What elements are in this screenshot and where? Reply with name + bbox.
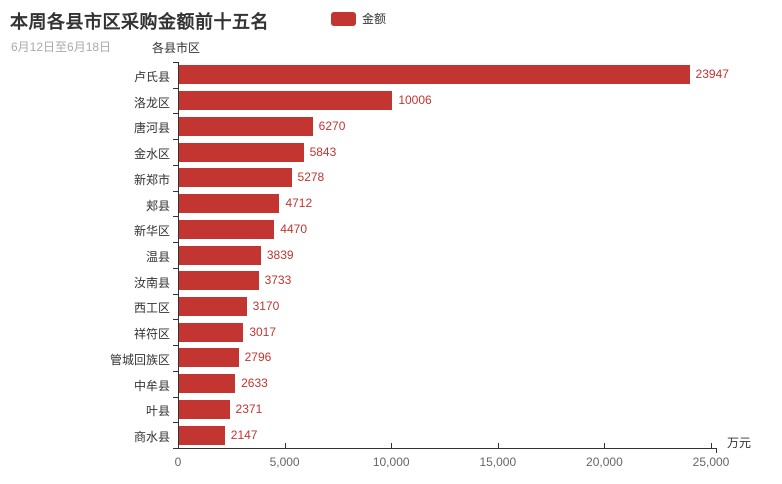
y-axis-tick	[173, 113, 178, 115]
y-axis-label: 西工区	[133, 301, 170, 316]
y-axis-tick	[173, 87, 178, 89]
y-axis-tick	[173, 216, 178, 218]
legend-marker	[331, 11, 356, 26]
y-axis-tick	[173, 422, 178, 424]
y-axis-tick	[173, 448, 178, 449]
y-axis-label: 金水区	[133, 147, 170, 162]
bar-祥符区[interactable]	[179, 322, 244, 342]
y-axis-label: 新华区	[133, 224, 170, 239]
y-axis-tick	[173, 139, 178, 141]
x-axis-tick	[711, 443, 712, 448]
bar-温县[interactable]	[179, 245, 261, 265]
bar-value-label: 2371	[235, 401, 263, 416]
x-axis-tick	[391, 443, 393, 448]
y-axis-tick	[173, 370, 178, 372]
bar-value-label: 5843	[309, 144, 337, 159]
y-axis-tick	[173, 293, 178, 295]
x-axis-tick-label: 10,000	[372, 455, 410, 469]
x-axis-tick	[284, 443, 286, 448]
bar-中牟县[interactable]	[179, 374, 236, 394]
x-axis-end-tick	[716, 448, 717, 453]
bar-value-label: 23947	[695, 67, 729, 82]
bar-金水区[interactable]	[179, 142, 304, 162]
bar-value-label: 2633	[241, 376, 268, 391]
x-axis-tick-label: 25,000	[692, 455, 730, 469]
bar-value-label: 2796	[244, 350, 272, 365]
bar-新郑市[interactable]	[179, 168, 292, 188]
bar-value-label: 3839	[266, 247, 294, 262]
chart-subtitle: 6月12日至6月18日	[11, 40, 112, 54]
y-axis-tick	[173, 190, 178, 192]
y-axis-tick	[173, 164, 178, 166]
y-axis-tick	[173, 62, 178, 63]
y-axis-label: 唐河县	[133, 121, 170, 136]
y-axis-tick	[173, 345, 178, 347]
y-axis-label: 祥符区	[133, 327, 170, 342]
bar-value-label: 4712	[285, 196, 313, 211]
y-axis-label: 卢氏县	[133, 69, 170, 84]
plot-area: 23947 10006 6270 5843 5278 4712 4470 3839 3733 31…	[178, 62, 729, 449]
bar-叶县[interactable]	[179, 399, 230, 419]
bar-郏县[interactable]	[179, 194, 280, 214]
y-axis-label: 汝南县	[133, 275, 170, 290]
bar-value-label: 2147	[230, 427, 258, 442]
x-axis-tick-label: 0	[174, 455, 182, 469]
x-axis-tick	[604, 443, 606, 448]
y-axis-label: 中牟县	[133, 378, 170, 393]
bar-管城回族区[interactable]	[179, 348, 239, 368]
bar-洛龙区[interactable]	[179, 91, 393, 111]
bar-value-label: 3170	[252, 298, 280, 313]
bar-value-label: 3733	[264, 273, 292, 288]
y-axis-label: 商水县	[133, 430, 170, 445]
y-axis-tick	[173, 242, 178, 244]
legend-item-amount[interactable]: 金额	[331, 10, 386, 27]
y-axis-label: 叶县	[145, 404, 170, 419]
x-axis-unit-label: 万元	[727, 436, 752, 450]
legend-label: 金额	[362, 12, 387, 26]
y-axis-tick	[173, 267, 178, 269]
chart-title: 本周各县市区采购金额前十五名	[10, 12, 269, 32]
bar-汝南县[interactable]	[179, 271, 259, 291]
y-axis-label: 新郑市	[133, 172, 170, 187]
x-axis-line	[178, 448, 717, 449]
bar-value-label: 6270	[318, 118, 346, 133]
y-axis-tick	[173, 396, 178, 398]
bar-西工区[interactable]	[179, 296, 247, 316]
bar-卢氏县[interactable]	[179, 65, 690, 85]
y-axis-label: 洛龙区	[133, 95, 170, 110]
x-axis-tick-label: 20,000	[586, 455, 623, 469]
y-axis-label: 管城回族区	[109, 352, 170, 367]
bar-商水县[interactable]	[179, 425, 225, 445]
bar-value-label: 3017	[249, 324, 277, 339]
y-axis-line	[178, 62, 179, 448]
bar-value-label: 5278	[297, 170, 325, 185]
bar-新华区[interactable]	[179, 219, 275, 239]
x-axis-tick-label: 15,000	[479, 455, 517, 469]
y-axis-name: 各县市区	[152, 41, 201, 55]
bar-value-label: 4470	[280, 221, 307, 236]
y-axis-tick	[173, 319, 178, 321]
bar-唐河县[interactable]	[179, 116, 313, 136]
bar-value-label: 10006	[398, 93, 432, 108]
y-axis-label: 温县	[145, 250, 170, 264]
x-axis-tick-label: 5,000	[269, 455, 300, 469]
x-axis-tick	[497, 443, 499, 448]
y-axis-label: 郏县	[145, 198, 170, 213]
